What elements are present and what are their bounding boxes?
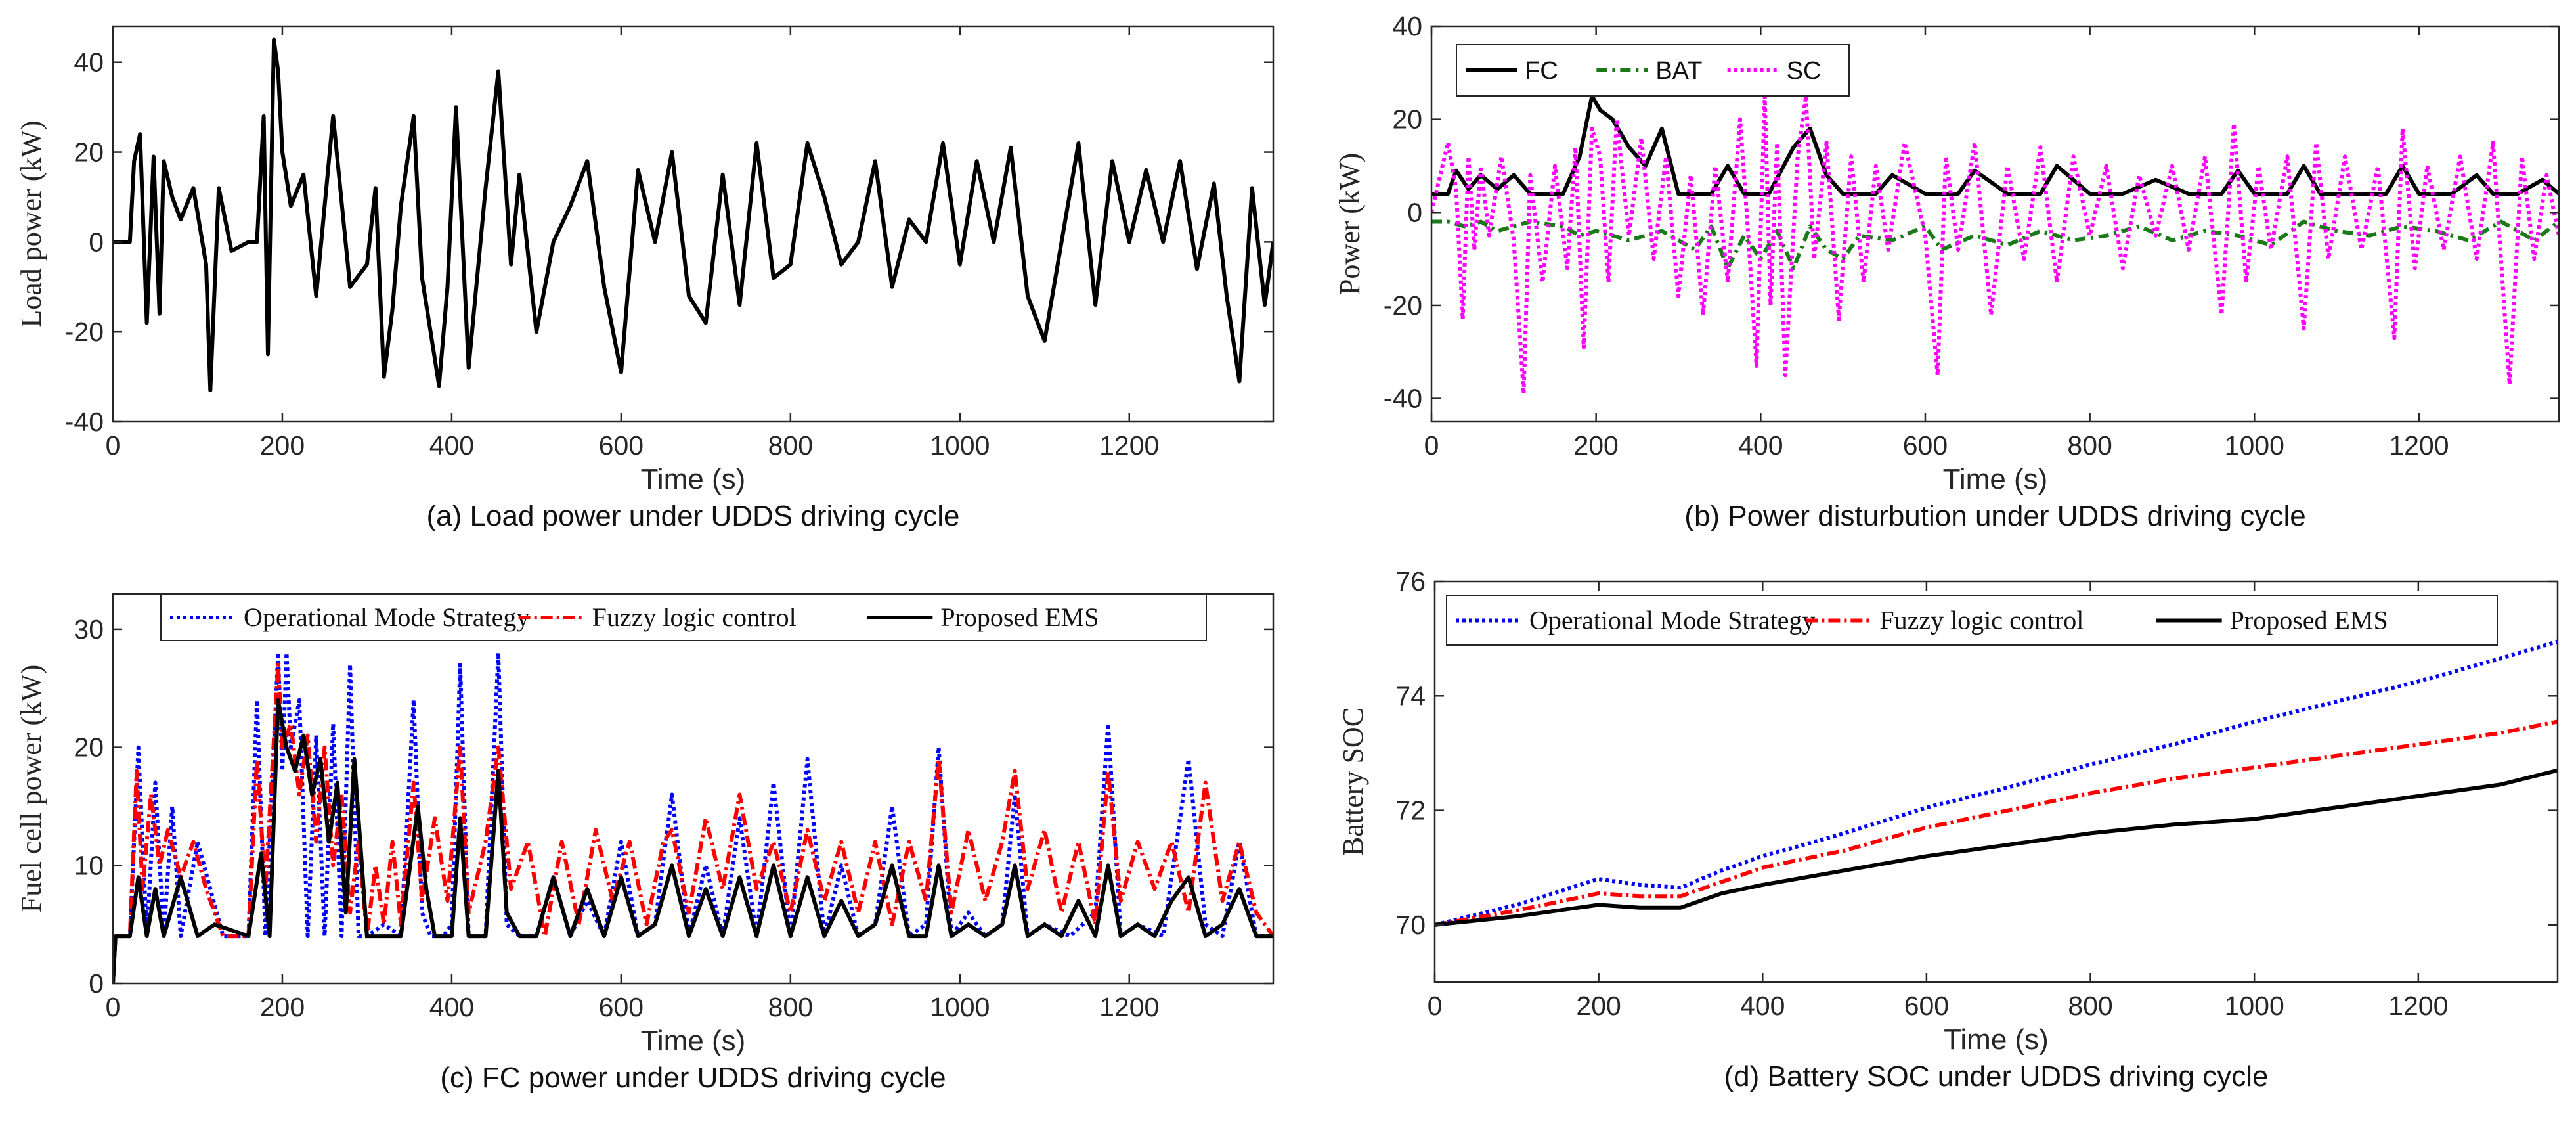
x-tick-label: 200 (260, 430, 305, 461)
legend-label: Proposed EMS (940, 602, 1099, 632)
y-tick-label: 20 (74, 732, 104, 763)
y-axis-label: Power (kW) (1334, 153, 1366, 295)
y-tick-label: 74 (1395, 681, 1426, 711)
y-tick-label: 40 (74, 47, 104, 78)
x-tick-label: 600 (599, 992, 644, 1022)
x-axis-label: Time (s) (641, 463, 746, 495)
x-tick-label: 1200 (2389, 430, 2449, 461)
series-line-b-2 (1431, 94, 2559, 396)
legend-d: Operational Mode Strategy Fuzzy logic con… (1446, 595, 2498, 646)
chart-caption: (c) FC power under UDDS driving cycle (440, 1062, 946, 1094)
legend-c: Operational Mode Strategy Fuzzy logic con… (160, 594, 1207, 641)
legend-label: FC (1525, 57, 1558, 85)
x-tick-label: 800 (2068, 991, 2112, 1021)
series-line-a-0 (113, 37, 1273, 393)
x-tick-label: 200 (1573, 430, 1618, 461)
series-line-c-1 (113, 662, 1273, 983)
legend-box (1456, 44, 1850, 97)
series-line-c-0 (113, 650, 1273, 983)
x-tick-label: 0 (106, 430, 121, 461)
series-line-d-1 (1435, 719, 2558, 927)
y-axis-label: Fuel cell power (kW) (15, 665, 47, 913)
axes-frame-d (1433, 580, 2559, 983)
x-tick-label: 1200 (2388, 991, 2448, 1021)
axes-frame-b (1430, 25, 2560, 423)
x-axis-label: Time (s) (1943, 463, 2048, 495)
x-tick-label: 0 (1424, 430, 1439, 461)
legend-box (160, 594, 1207, 641)
chart-caption: (b) Power disturbution under UDDS drivin… (1684, 500, 2305, 532)
y-tick-label: 20 (74, 137, 104, 168)
y-tick-label: 0 (1407, 197, 1422, 227)
y-tick-label: 10 (74, 850, 104, 880)
y-tick-label: 0 (89, 227, 104, 257)
legend-label: SC (1787, 57, 1822, 85)
legend-label: Fuzzy logic control (1879, 606, 2084, 635)
x-axis-label: Time (s) (1944, 1023, 2049, 1056)
legend-b: FC BAT SC (1456, 44, 1850, 97)
x-tick-label: 400 (1740, 991, 1785, 1021)
x-tick-label: 800 (768, 430, 813, 461)
chart-c: 0 200 400 600 800 1000 1200 0 10 20 30 Time (s) Fuel… (15, 593, 1275, 1094)
x-axis-label: Time (s) (641, 1025, 746, 1057)
x-tick-label: 1000 (930, 430, 990, 461)
y-tick-label: -20 (65, 317, 104, 347)
x-tick-label: 0 (1428, 991, 1443, 1021)
x-tick-label: 600 (1904, 991, 1949, 1021)
x-tick-label: 1200 (1099, 992, 1159, 1022)
y-axis-label: Battery SOC (1337, 708, 1369, 856)
legend-label: Operational Mode Strategy (244, 602, 529, 632)
y-tick-label: 40 (1392, 11, 1422, 41)
y-tick-label: 72 (1395, 796, 1426, 826)
y-tick-label: -40 (65, 407, 104, 437)
chart-caption: (a) Load power under UDDS driving cycle (427, 500, 960, 532)
y-axis-label: Load power (kW) (15, 120, 47, 327)
x-tick-label: 600 (1903, 430, 1948, 461)
y-tick-label: -40 (1384, 384, 1422, 414)
y-tick-label: 0 (89, 968, 104, 999)
x-tick-label: 600 (599, 430, 644, 461)
x-tick-label: 1000 (2225, 991, 2284, 1021)
y-tick-label: 76 (1395, 566, 1426, 596)
y-tick-label: 70 (1395, 910, 1426, 940)
chart-a: 0 200 400 600 800 1000 1200 -40 -20 0 20 40 Time (s)… (15, 25, 1275, 532)
series-line-d-2 (1435, 768, 2558, 927)
y-tick-label: 20 (1392, 104, 1422, 135)
x-tick-label: 200 (1576, 991, 1621, 1021)
legend-label: Fuzzy logic control (592, 602, 797, 632)
legend-box (1446, 595, 2498, 646)
x-tick-label: 1000 (930, 992, 990, 1022)
x-tick-label: 400 (429, 992, 474, 1022)
axes-frame-a (112, 25, 1275, 423)
series-line-d-0 (1435, 639, 2558, 927)
x-tick-label: 200 (260, 992, 305, 1022)
chart-d: 0 200 400 600 800 1000 1200 70 72 74 76 Time (s) Bat… (1337, 566, 2559, 1092)
x-tick-label: 800 (2067, 430, 2112, 461)
series-line-c-2 (113, 698, 1273, 983)
chart-b: 0 200 400 600 800 1000 1200 -40 -20 0 20 40 Time (s)… (1334, 11, 2560, 532)
legend-label: Proposed EMS (2230, 606, 2388, 635)
x-tick-label: 800 (768, 992, 813, 1022)
x-tick-label: 1000 (2225, 430, 2284, 461)
x-tick-label: 1200 (1099, 430, 1159, 461)
legend-label: BAT (1655, 57, 1702, 85)
x-tick-label: 400 (1738, 430, 1783, 461)
x-tick-label: 0 (106, 992, 121, 1022)
x-tick-label: 400 (429, 430, 474, 461)
legend-label: Operational Mode Strategy (1529, 606, 1815, 635)
chart-caption: (d) Battery SOC under UDDS driving cycle (1724, 1060, 2269, 1092)
y-tick-label: 30 (74, 614, 104, 644)
y-tick-label: -20 (1384, 290, 1422, 321)
